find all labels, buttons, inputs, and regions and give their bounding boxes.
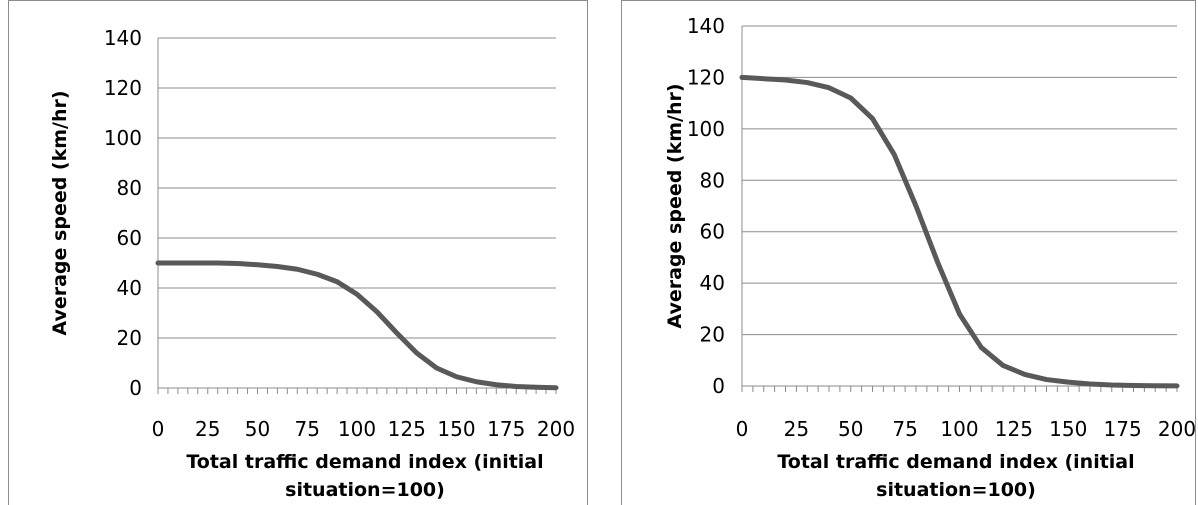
y-tick-label: 20 bbox=[117, 326, 142, 350]
x-tick-label: 0 bbox=[736, 417, 749, 441]
y-tick-label: 80 bbox=[117, 176, 142, 200]
x-tick-label: 175 bbox=[1104, 417, 1142, 441]
x-tick-label: 150 bbox=[1049, 417, 1087, 441]
y-tick-label: 0 bbox=[129, 376, 142, 400]
y-axis-title: Average speed (km/hr) bbox=[664, 83, 686, 328]
chart-panel-left: 0 20 40 60 80 100 120 140 0 25 50 75 100 125 150 175 200… bbox=[8, 0, 588, 505]
x-tick-label: 50 bbox=[245, 417, 270, 441]
x-axis-title-line2: situation=100) bbox=[876, 479, 1036, 501]
y-tick-label: 100 bbox=[687, 117, 725, 141]
x-tick-label: 125 bbox=[995, 417, 1033, 441]
chart-frame-right bbox=[621, 0, 1196, 505]
y-tick-label: 120 bbox=[104, 76, 142, 100]
chart-panel-right: 0 20 40 60 80 100 120 140 0 25 50 75 100 125 150 175 200… bbox=[621, 0, 1196, 505]
x-tick-label: 50 bbox=[838, 417, 863, 441]
y-tick-label: 60 bbox=[700, 220, 725, 244]
x-axis-title-line1: Total traffic demand index (initial bbox=[777, 451, 1134, 473]
y-axis-title: Average speed (km/hr) bbox=[49, 90, 71, 335]
y-tick-label: 60 bbox=[117, 226, 142, 250]
y-tick-label: 140 bbox=[687, 14, 725, 38]
x-tick-label: 0 bbox=[152, 417, 165, 441]
y-tick-label: 40 bbox=[117, 276, 142, 300]
y-tick-label: 100 bbox=[104, 126, 142, 150]
chart-left: 0 20 40 60 80 100 120 140 0 25 50 75 100 125 150 175 200… bbox=[49, 26, 575, 501]
y-tick-label: 20 bbox=[700, 323, 725, 347]
y-tick-label: 140 bbox=[104, 26, 142, 50]
x-tick-label: 150 bbox=[437, 417, 475, 441]
x-tick-label: 175 bbox=[487, 417, 525, 441]
x-tick-label: 25 bbox=[784, 417, 809, 441]
x-axis-title-line2: situation=100) bbox=[285, 479, 445, 501]
y-tick-label: 40 bbox=[700, 271, 725, 295]
x-tick-label: 75 bbox=[892, 417, 917, 441]
x-tick-label: 25 bbox=[195, 417, 220, 441]
y-tick-label: 120 bbox=[687, 65, 725, 89]
speed-series-line bbox=[739, 74, 1180, 389]
x-tick-label: 200 bbox=[1158, 417, 1196, 441]
x-tick-label: 75 bbox=[295, 417, 320, 441]
x-tick-label: 200 bbox=[537, 417, 575, 441]
y-tick-label: 80 bbox=[700, 168, 725, 192]
chart-frame-left bbox=[8, 0, 588, 505]
x-tick-label: 100 bbox=[940, 417, 978, 441]
speed-series-line bbox=[155, 260, 559, 391]
x-tick-label: 125 bbox=[388, 417, 426, 441]
chart-right: 0 20 40 60 80 100 120 140 0 25 50 75 100 125 150 175 200… bbox=[664, 14, 1196, 501]
x-axis-title-line1: Total traffic demand index (initial bbox=[186, 451, 543, 473]
x-tick-label: 100 bbox=[338, 417, 376, 441]
y-tick-label: 0 bbox=[712, 374, 725, 398]
